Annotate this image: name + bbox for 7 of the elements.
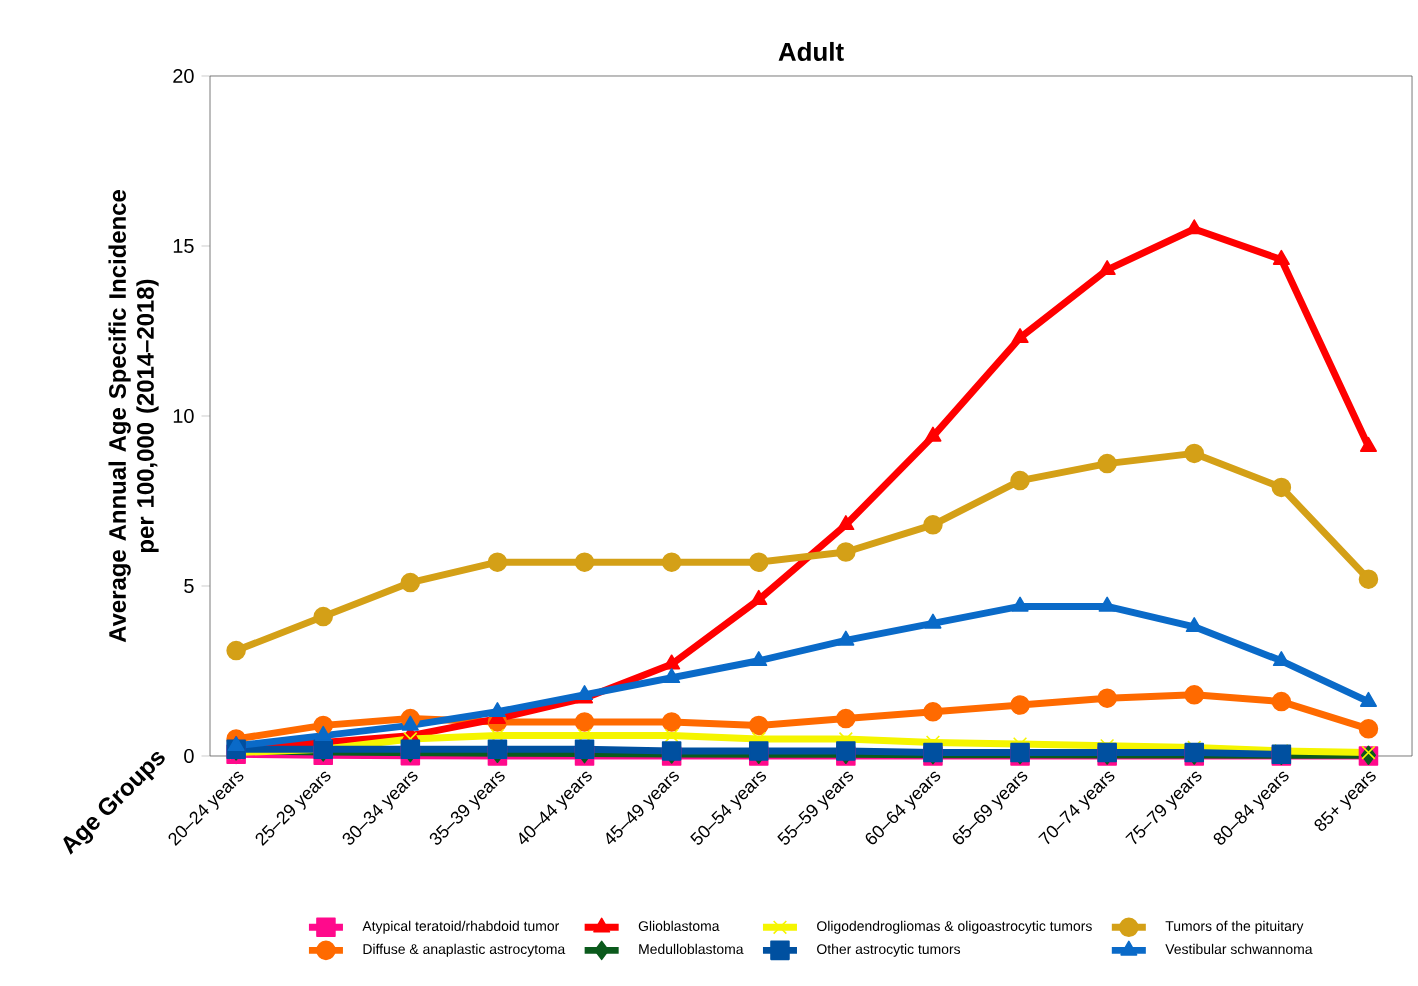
y-tick-label: 0 <box>184 748 194 764</box>
y-tick-label: 5 <box>184 579 194 593</box>
y-tick-label: 15 <box>173 239 194 253</box>
y-axis-title: Average Annual Age Specific Incidence per 100,000 (2014–2018) <box>108 190 159 643</box>
y-tick-label: 20 <box>173 68 194 84</box>
chart-title: Adult <box>778 41 844 61</box>
y-tick-label: 10 <box>173 408 194 424</box>
